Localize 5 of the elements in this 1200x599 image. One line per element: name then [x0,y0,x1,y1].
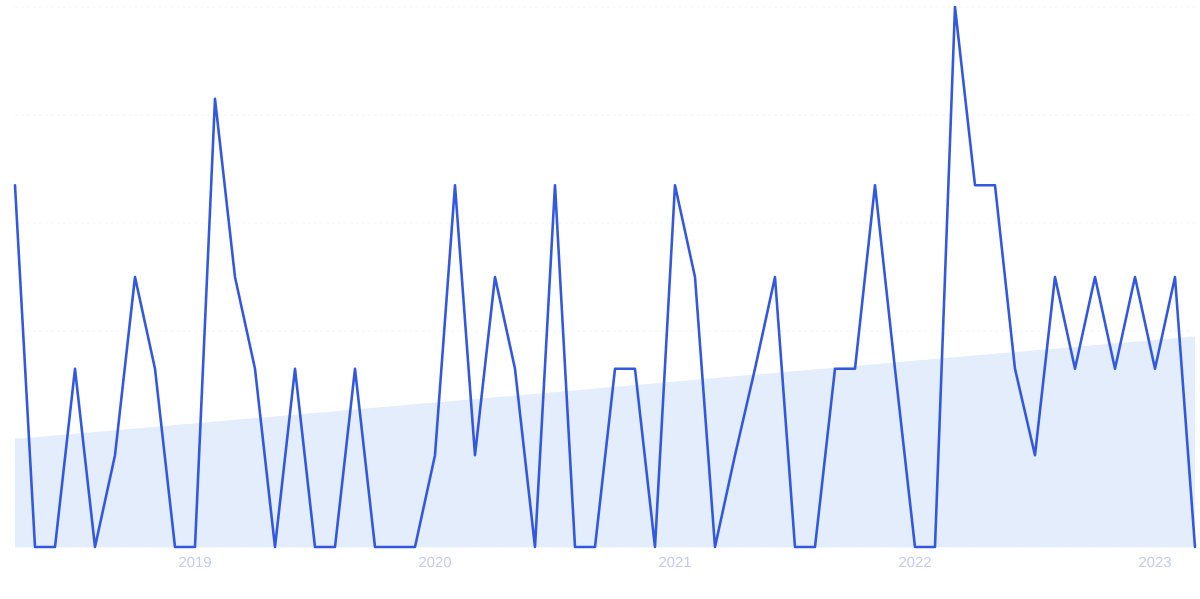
x-tick-label: 2022 [899,556,931,568]
x-tick-label: 2020 [419,556,452,568]
x-tick-label: 2019 [179,556,211,568]
x-tick-label: 2023 [1139,556,1171,568]
x-tick-label: 2021 [659,556,691,568]
